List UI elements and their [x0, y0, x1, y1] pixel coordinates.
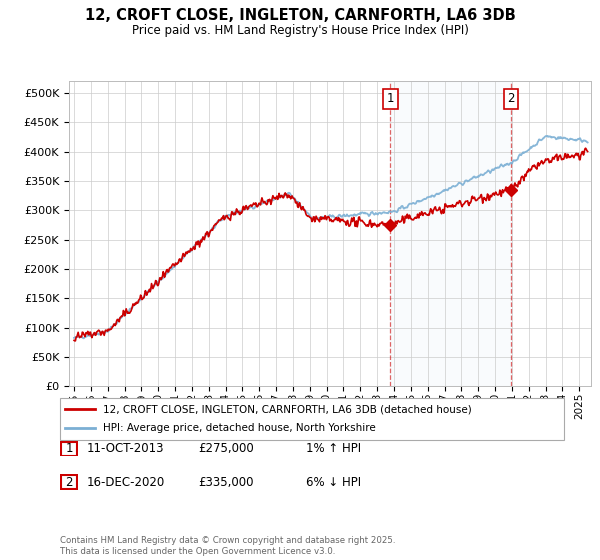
Text: Price paid vs. HM Land Registry's House Price Index (HPI): Price paid vs. HM Land Registry's House … — [131, 24, 469, 36]
FancyBboxPatch shape — [60, 398, 564, 440]
Text: 1: 1 — [65, 442, 73, 455]
Text: 12, CROFT CLOSE, INGLETON, CARNFORTH, LA6 3DB: 12, CROFT CLOSE, INGLETON, CARNFORTH, LA… — [85, 8, 515, 24]
Text: 6% ↓ HPI: 6% ↓ HPI — [306, 475, 361, 489]
Text: £335,000: £335,000 — [198, 475, 254, 489]
FancyBboxPatch shape — [61, 475, 77, 489]
Text: 2: 2 — [65, 475, 73, 489]
Text: HPI: Average price, detached house, North Yorkshire: HPI: Average price, detached house, Nort… — [103, 423, 376, 433]
FancyBboxPatch shape — [61, 441, 77, 456]
Text: 12, CROFT CLOSE, INGLETON, CARNFORTH, LA6 3DB (detached house): 12, CROFT CLOSE, INGLETON, CARNFORTH, LA… — [103, 404, 472, 414]
Text: Contains HM Land Registry data © Crown copyright and database right 2025.
This d: Contains HM Land Registry data © Crown c… — [60, 536, 395, 556]
Text: £275,000: £275,000 — [198, 442, 254, 455]
Text: 16-DEC-2020: 16-DEC-2020 — [87, 475, 165, 489]
Text: 1% ↑ HPI: 1% ↑ HPI — [306, 442, 361, 455]
Text: 11-OCT-2013: 11-OCT-2013 — [87, 442, 164, 455]
Text: 2: 2 — [508, 92, 515, 105]
Bar — [390, 81, 511, 386]
Text: 1: 1 — [386, 92, 394, 105]
